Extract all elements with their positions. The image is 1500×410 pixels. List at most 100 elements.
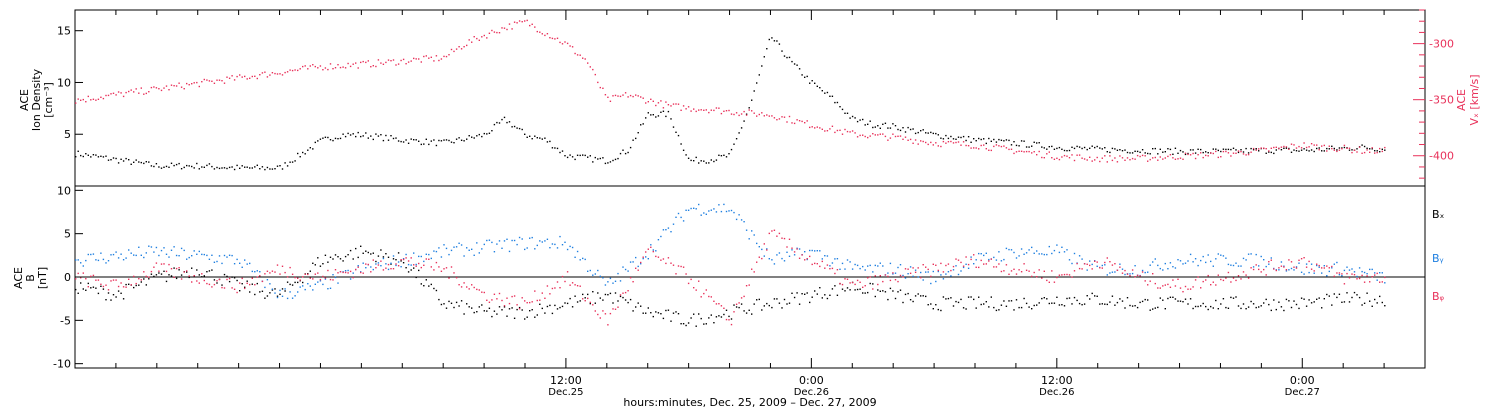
x-tick-label: 12:00 [550,374,582,387]
bottom-point [1280,261,1283,263]
bottom-point [186,271,188,273]
bottom-point [718,303,720,305]
bottom-point [1351,268,1353,270]
bottom-point [862,292,864,294]
top-point [1270,151,1272,154]
bottom-point [375,260,377,263]
top-point [824,92,826,94]
bottom-point [546,285,549,287]
bottom-point [115,296,117,298]
bottom-point [960,270,962,272]
bottom-point [872,283,874,285]
top-point [952,142,955,144]
bottom-point [435,289,438,292]
top-point [574,158,576,161]
top-point [521,21,523,23]
top-point [983,138,985,140]
bottom-point [1015,273,1018,275]
top-point [947,137,950,140]
top-point [1258,148,1260,150]
bottom-point [635,256,637,259]
top-point [1033,151,1035,153]
bottom-point [271,288,274,290]
top-point [524,133,526,135]
bottom-point [556,308,559,310]
bottom-point [703,212,705,214]
top-point [1381,148,1383,150]
top-point [269,74,271,76]
bottom-point [438,247,440,249]
bottom-point [854,283,856,286]
top-point [1376,151,1378,154]
top-point [1119,155,1121,157]
top-point [561,43,564,45]
top-point [1131,152,1134,154]
bottom-point [534,290,536,292]
bottom-point [751,230,753,232]
bottom-point [695,289,697,291]
bottom-point [713,322,715,324]
top-point [221,80,223,82]
bottom-point [584,258,586,261]
bottom-point [128,283,130,285]
bottom-point [1348,269,1351,271]
bottom-point [1063,273,1066,276]
bottom-point [125,257,127,259]
bottom-point [206,271,208,273]
bottom-point [715,211,718,213]
bottom-point [1015,257,1018,259]
top-point [1260,147,1262,149]
top-point [748,107,750,109]
top-point [733,143,735,145]
top-point [675,131,677,133]
top-point [740,113,743,115]
bottom-point [776,254,778,256]
top-point [362,135,364,137]
bottom-point [455,246,458,248]
bottom-point [1131,269,1134,271]
top-point [1086,148,1088,151]
bottom-point [983,254,985,257]
bottom-point [107,260,110,262]
bottom-point [1343,301,1346,303]
bottom-point [761,248,763,251]
top-point [286,71,289,73]
bottom-point [244,259,246,261]
bottom-point [1200,305,1202,307]
top-point [228,77,231,79]
top-point [713,109,715,112]
bottom-point [698,280,700,282]
top-point [254,75,256,77]
bottom-point [640,305,642,307]
top-point [1149,158,1151,161]
bottom-point [1293,266,1295,268]
top-point [1141,154,1144,157]
bottom-point [1384,276,1386,279]
top-point [1089,147,1091,149]
bottom-point [544,312,546,314]
top-point [902,138,904,140]
top-point [1147,160,1149,162]
bottom-point [501,247,503,249]
top-point [1379,147,1381,150]
bottom-point [233,277,236,279]
top-point [175,163,178,166]
bottom-point [1308,260,1310,263]
bottom-point [1111,295,1114,297]
bottom-point [503,305,506,307]
bottom-point [1290,267,1293,270]
top-point [914,139,917,141]
top-point [1028,146,1030,148]
top-point [332,139,334,142]
bottom-point [1046,253,1048,256]
bottom-point [382,256,385,258]
bottom-point [1235,262,1237,264]
bottom-point [1106,257,1108,259]
bottom-point [289,266,291,269]
top-point [173,85,175,87]
bottom-point [667,309,670,311]
top-point [1369,148,1371,150]
bottom-point [302,281,304,284]
bottom-point [950,269,952,272]
bottom-point [100,285,102,287]
